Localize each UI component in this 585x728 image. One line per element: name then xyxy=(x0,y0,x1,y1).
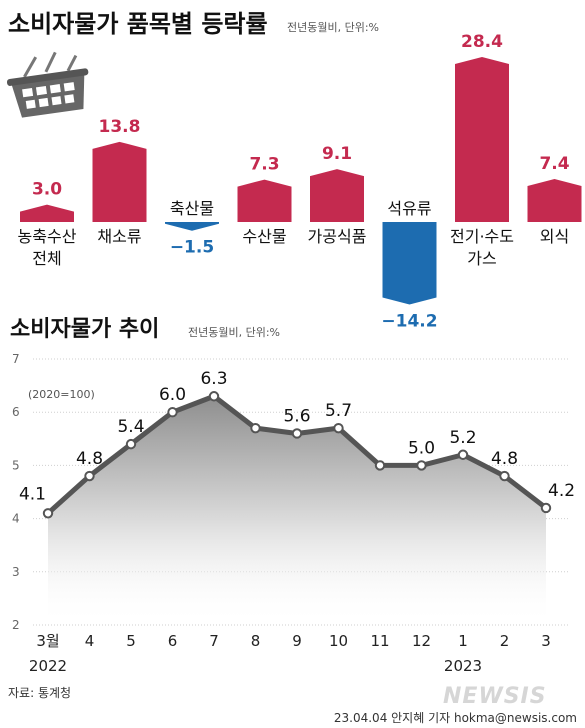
data-point-11 xyxy=(499,470,510,482)
bar-category-label: 축산물 xyxy=(170,199,214,218)
point-value-label: 4.8 xyxy=(491,449,518,469)
line-chart: 2 3 4 5 6 7 (2020=100) 4.1 4.8 5.4 6.0 6.3 5.6 5.7 5.0… xyxy=(12,352,575,675)
bar-value-label: −1.5 xyxy=(170,238,214,258)
point-value-label: 5.0 xyxy=(408,438,435,458)
x-tick-label: 4 xyxy=(85,632,95,650)
bar-3 xyxy=(237,179,292,222)
bar-category-label: 채소류 xyxy=(97,227,141,246)
point-value-label: 5.7 xyxy=(325,401,352,421)
y-tick-label: 6 xyxy=(12,405,20,419)
x-tick-label: 3월 xyxy=(36,632,59,650)
point-value-label: 4.1 xyxy=(19,484,46,504)
line-chart-title: 소비자물가 추이 xyxy=(10,317,159,342)
bar-value-label: 13.8 xyxy=(99,117,141,137)
data-point-5 xyxy=(250,422,261,434)
bar-category-label: 농축수산 xyxy=(18,227,77,246)
shopping-basket-icon xyxy=(6,51,89,118)
data-point-10 xyxy=(457,449,469,460)
bar-4 xyxy=(310,169,364,222)
x-tick-label: 2 xyxy=(500,632,510,650)
x-tick-label: 12 xyxy=(412,632,431,650)
point-value-label: 5.6 xyxy=(283,406,310,426)
data-point-3 xyxy=(167,407,178,418)
bar-value-label: 7.3 xyxy=(249,155,279,175)
x-tick-label: 5 xyxy=(126,632,136,650)
y-tick-label: 5 xyxy=(12,458,20,472)
x-tick-label: 9 xyxy=(292,632,302,650)
data-point-1 xyxy=(84,470,95,482)
bar-value-label: 28.4 xyxy=(461,32,503,52)
newsis-logo: NEWSIS xyxy=(443,684,547,709)
area-fill xyxy=(48,396,546,625)
bar-1 xyxy=(92,141,147,222)
y-tick-label: 4 xyxy=(12,512,20,526)
y-tick-label: 2 xyxy=(12,618,20,632)
y-tick-label: 3 xyxy=(12,565,20,579)
bar-6 xyxy=(455,56,509,222)
x-tick-label: 6 xyxy=(168,632,178,650)
year-label: 2023 xyxy=(444,657,482,675)
point-value-label: 5.4 xyxy=(117,417,144,437)
bar-value-label: 3.0 xyxy=(32,180,62,200)
bar-value-label: 9.1 xyxy=(322,144,352,164)
bar-chart-unit-note: 전년동월비, 단위:% xyxy=(287,21,379,34)
x-tick-label: 10 xyxy=(329,632,348,650)
data-point-8 xyxy=(374,460,386,471)
data-point-6 xyxy=(291,428,303,439)
x-tick-label: 7 xyxy=(209,632,219,650)
x-tick-label: 3 xyxy=(541,632,551,650)
bar-5 xyxy=(382,222,437,305)
bar-category-label: 가스 xyxy=(467,249,496,268)
line-chart-unit-note: 전년동월비, 단위:% xyxy=(188,326,280,339)
bar-category-label: 수산물 xyxy=(242,227,286,246)
point-value-label: 5.2 xyxy=(449,428,476,448)
x-tick-label: 11 xyxy=(370,632,389,650)
data-point-0 xyxy=(42,508,54,519)
bar-value-label: −14.2 xyxy=(381,312,437,332)
data-point-9 xyxy=(416,460,427,471)
point-value-label: 4.2 xyxy=(548,481,575,501)
data-point-7 xyxy=(333,422,344,434)
point-value-label: 4.8 xyxy=(76,449,103,469)
bar-category-label: 전기·수도 xyxy=(450,227,514,246)
bar-category-label: 전체 xyxy=(32,249,61,268)
bar-0 xyxy=(20,204,74,222)
data-point-12 xyxy=(540,502,552,514)
y-tick-label: 7 xyxy=(12,352,20,366)
bar-chart-title: 소비자물가 품목별 등락률 xyxy=(8,10,268,38)
point-value-label: 6.0 xyxy=(159,385,186,405)
bar-category-label: 외식 xyxy=(540,227,569,246)
x-tick-label: 8 xyxy=(251,632,261,650)
credit-text: 23.04.04 안지혜 기자 hokma@newsis.com xyxy=(334,711,577,725)
bar-category-label: 석유류 xyxy=(387,199,431,218)
bar-2 xyxy=(165,222,219,231)
bar-7 xyxy=(527,179,582,222)
point-value-label: 6.3 xyxy=(200,369,227,389)
data-point-4 xyxy=(208,391,220,402)
index-note: (2020=100) xyxy=(28,388,95,401)
data-point-2 xyxy=(125,438,137,450)
source-text: 자료: 통계청 xyxy=(8,686,71,700)
year-label: 2022 xyxy=(29,657,67,675)
bar-category-label: 가공식품 xyxy=(308,227,367,246)
bar-value-label: 7.4 xyxy=(539,154,569,174)
x-tick-label: 1 xyxy=(458,632,468,650)
